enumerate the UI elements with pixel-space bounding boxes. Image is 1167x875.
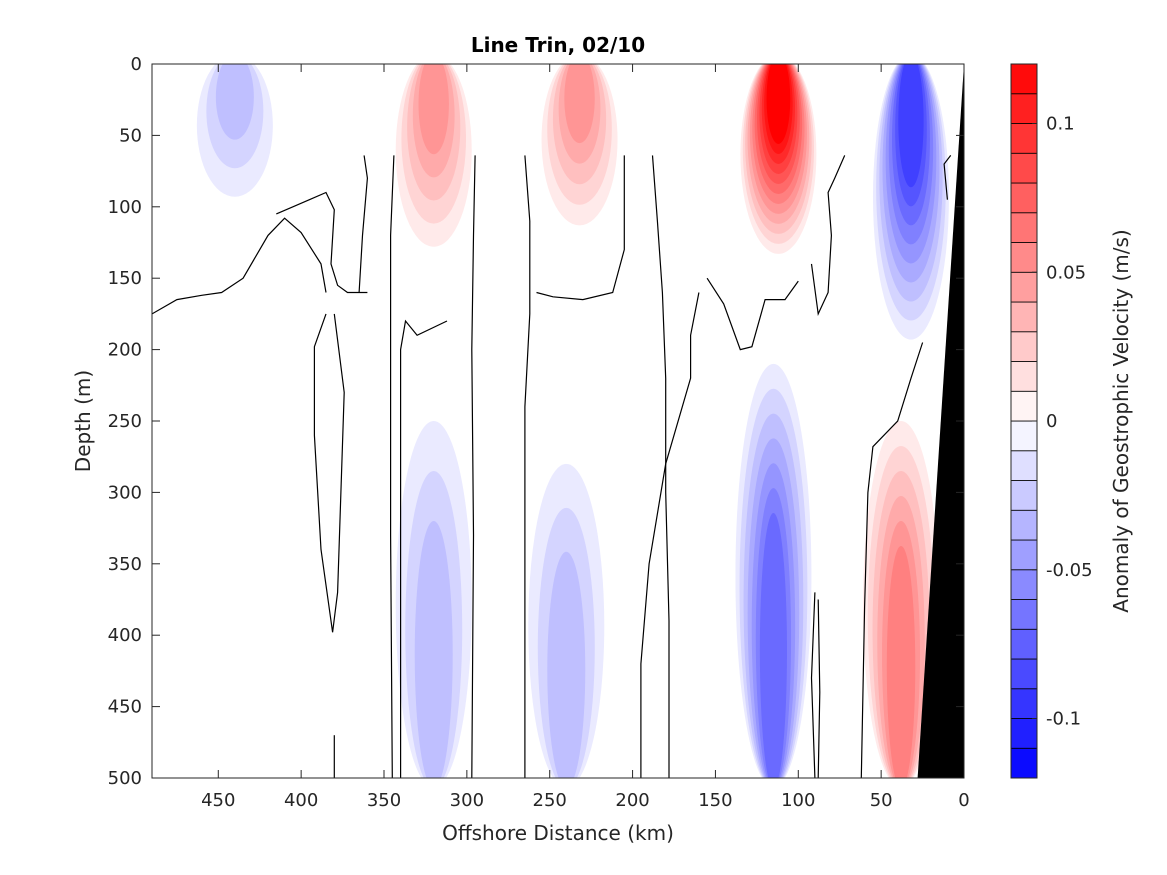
colorbar-swatch bbox=[1010, 242, 1038, 273]
velocity-feature bbox=[740, 64, 817, 254]
colorbar-swatch bbox=[1010, 509, 1038, 541]
zero-contour bbox=[358, 155, 369, 293]
y-axis: 0 50 100 150 200 250 300 350 400 450 500 bbox=[108, 54, 964, 789]
colorbar-title: Anomaly of Geostrophic Velocity (m/s) bbox=[1109, 229, 1133, 612]
x-tick-label: 400 bbox=[284, 790, 318, 811]
colorbar-swatch bbox=[1010, 688, 1038, 719]
x-tick-label: 250 bbox=[533, 790, 567, 811]
velocity-feature bbox=[196, 64, 273, 197]
velocity-feature bbox=[528, 463, 605, 778]
contour-band bbox=[564, 64, 595, 144]
velocity-feature bbox=[395, 64, 472, 247]
velocity-feature bbox=[872, 64, 949, 340]
zero-contour bbox=[810, 155, 846, 317]
zero-contour bbox=[471, 155, 476, 778]
zero-contour bbox=[651, 155, 670, 778]
x-axis: 450 400 350 300 250 200 150 100 50 0 bbox=[201, 64, 970, 811]
colorbar-tick-label: 0.1 bbox=[1046, 114, 1075, 135]
zero-contour bbox=[152, 217, 327, 315]
colorbar-swatch bbox=[1010, 271, 1038, 303]
x-tick-label: 300 bbox=[450, 790, 484, 811]
colorbar-swatch bbox=[1010, 361, 1038, 392]
colorbar-swatch bbox=[1010, 182, 1038, 214]
colorbar-swatch bbox=[1010, 420, 1038, 452]
x-tick-label: 50 bbox=[870, 790, 893, 811]
y-tick-label: 250 bbox=[108, 411, 142, 432]
x-tick-label: 450 bbox=[201, 790, 235, 811]
contour-band bbox=[215, 64, 254, 140]
zero-contour bbox=[810, 592, 816, 778]
zero-contour bbox=[943, 155, 952, 200]
x-tick-label: 100 bbox=[781, 790, 815, 811]
y-tick-label: 350 bbox=[108, 554, 142, 575]
zero-contour bbox=[400, 319, 448, 778]
zero-contour bbox=[536, 155, 625, 301]
zero-contour bbox=[524, 155, 531, 778]
colorbar-swatch bbox=[1010, 718, 1038, 749]
contour-band bbox=[418, 64, 449, 155]
colorbar-swatch bbox=[1010, 331, 1038, 362]
y-tick-label: 450 bbox=[108, 697, 142, 718]
colorbar-swatch bbox=[1010, 212, 1038, 243]
x-tick-label: 200 bbox=[615, 790, 649, 811]
x-tick-label: 150 bbox=[698, 790, 732, 811]
zero-contour bbox=[706, 277, 799, 351]
colorbar-tick-label: 0 bbox=[1046, 411, 1057, 432]
y-tick-label: 0 bbox=[131, 54, 142, 75]
contour-band bbox=[898, 64, 924, 188]
colorbar-swatch bbox=[1010, 539, 1038, 571]
velocity-field bbox=[196, 64, 949, 778]
y-tick-label: 100 bbox=[108, 197, 142, 218]
y-tick-label: 300 bbox=[108, 482, 142, 503]
zero-contour bbox=[640, 292, 700, 778]
bathymetry bbox=[917, 64, 964, 778]
contour-band bbox=[766, 64, 791, 144]
zero-contour-lines bbox=[152, 155, 952, 778]
colorbar-swatch bbox=[1010, 152, 1038, 184]
zero-contour bbox=[817, 599, 821, 778]
y-axis-title: Depth (m) bbox=[71, 370, 95, 472]
x-tick-label: 350 bbox=[367, 790, 401, 811]
chart-title: Line Trin, 02/10 bbox=[471, 33, 645, 57]
colorbar-swatch bbox=[1010, 599, 1038, 630]
y-tick-label: 50 bbox=[119, 125, 142, 146]
zero-contour bbox=[276, 191, 368, 294]
colorbar-swatch bbox=[1010, 63, 1038, 95]
plot-area bbox=[152, 64, 964, 778]
colorbar-swatch bbox=[1010, 628, 1038, 660]
colorbar-swatch bbox=[1010, 301, 1038, 333]
y-tick-label: 200 bbox=[108, 340, 142, 361]
y-tick-label: 500 bbox=[108, 768, 142, 789]
colorbar: 0.1 0.05 0 -0.05 -0.1 bbox=[1010, 63, 1093, 779]
velocity-feature bbox=[541, 64, 618, 226]
colorbar-swatch bbox=[1010, 658, 1038, 690]
colorbar-swatch bbox=[1010, 390, 1038, 422]
colorbar-tick-label: -0.05 bbox=[1046, 560, 1093, 581]
contour-band bbox=[414, 521, 453, 778]
contour-band bbox=[547, 551, 586, 778]
colorbar-swatch bbox=[1010, 93, 1038, 124]
x-axis-title: Offshore Distance (km) bbox=[442, 821, 674, 845]
colorbar-swatch bbox=[1010, 450, 1038, 481]
contour-band bbox=[759, 513, 787, 778]
velocity-feature bbox=[863, 421, 940, 778]
zero-contour bbox=[390, 155, 395, 778]
colorbar-swatch bbox=[1010, 123, 1038, 154]
zero-contour bbox=[313, 313, 345, 633]
colorbar-tick-label: 0.05 bbox=[1046, 262, 1086, 283]
velocity-feature bbox=[395, 421, 472, 778]
x-tick-label: 0 bbox=[958, 790, 969, 811]
zero-contour bbox=[860, 342, 924, 778]
colorbar-tick-label: -0.1 bbox=[1046, 709, 1081, 730]
contour-band bbox=[886, 545, 916, 778]
colorbar-swatch bbox=[1010, 480, 1038, 511]
y-tick-label: 400 bbox=[108, 625, 142, 646]
colorbar-swatch bbox=[1010, 569, 1038, 600]
y-tick-label: 150 bbox=[108, 268, 142, 289]
colorbar-swatch bbox=[1010, 747, 1038, 779]
velocity-feature bbox=[735, 363, 812, 778]
